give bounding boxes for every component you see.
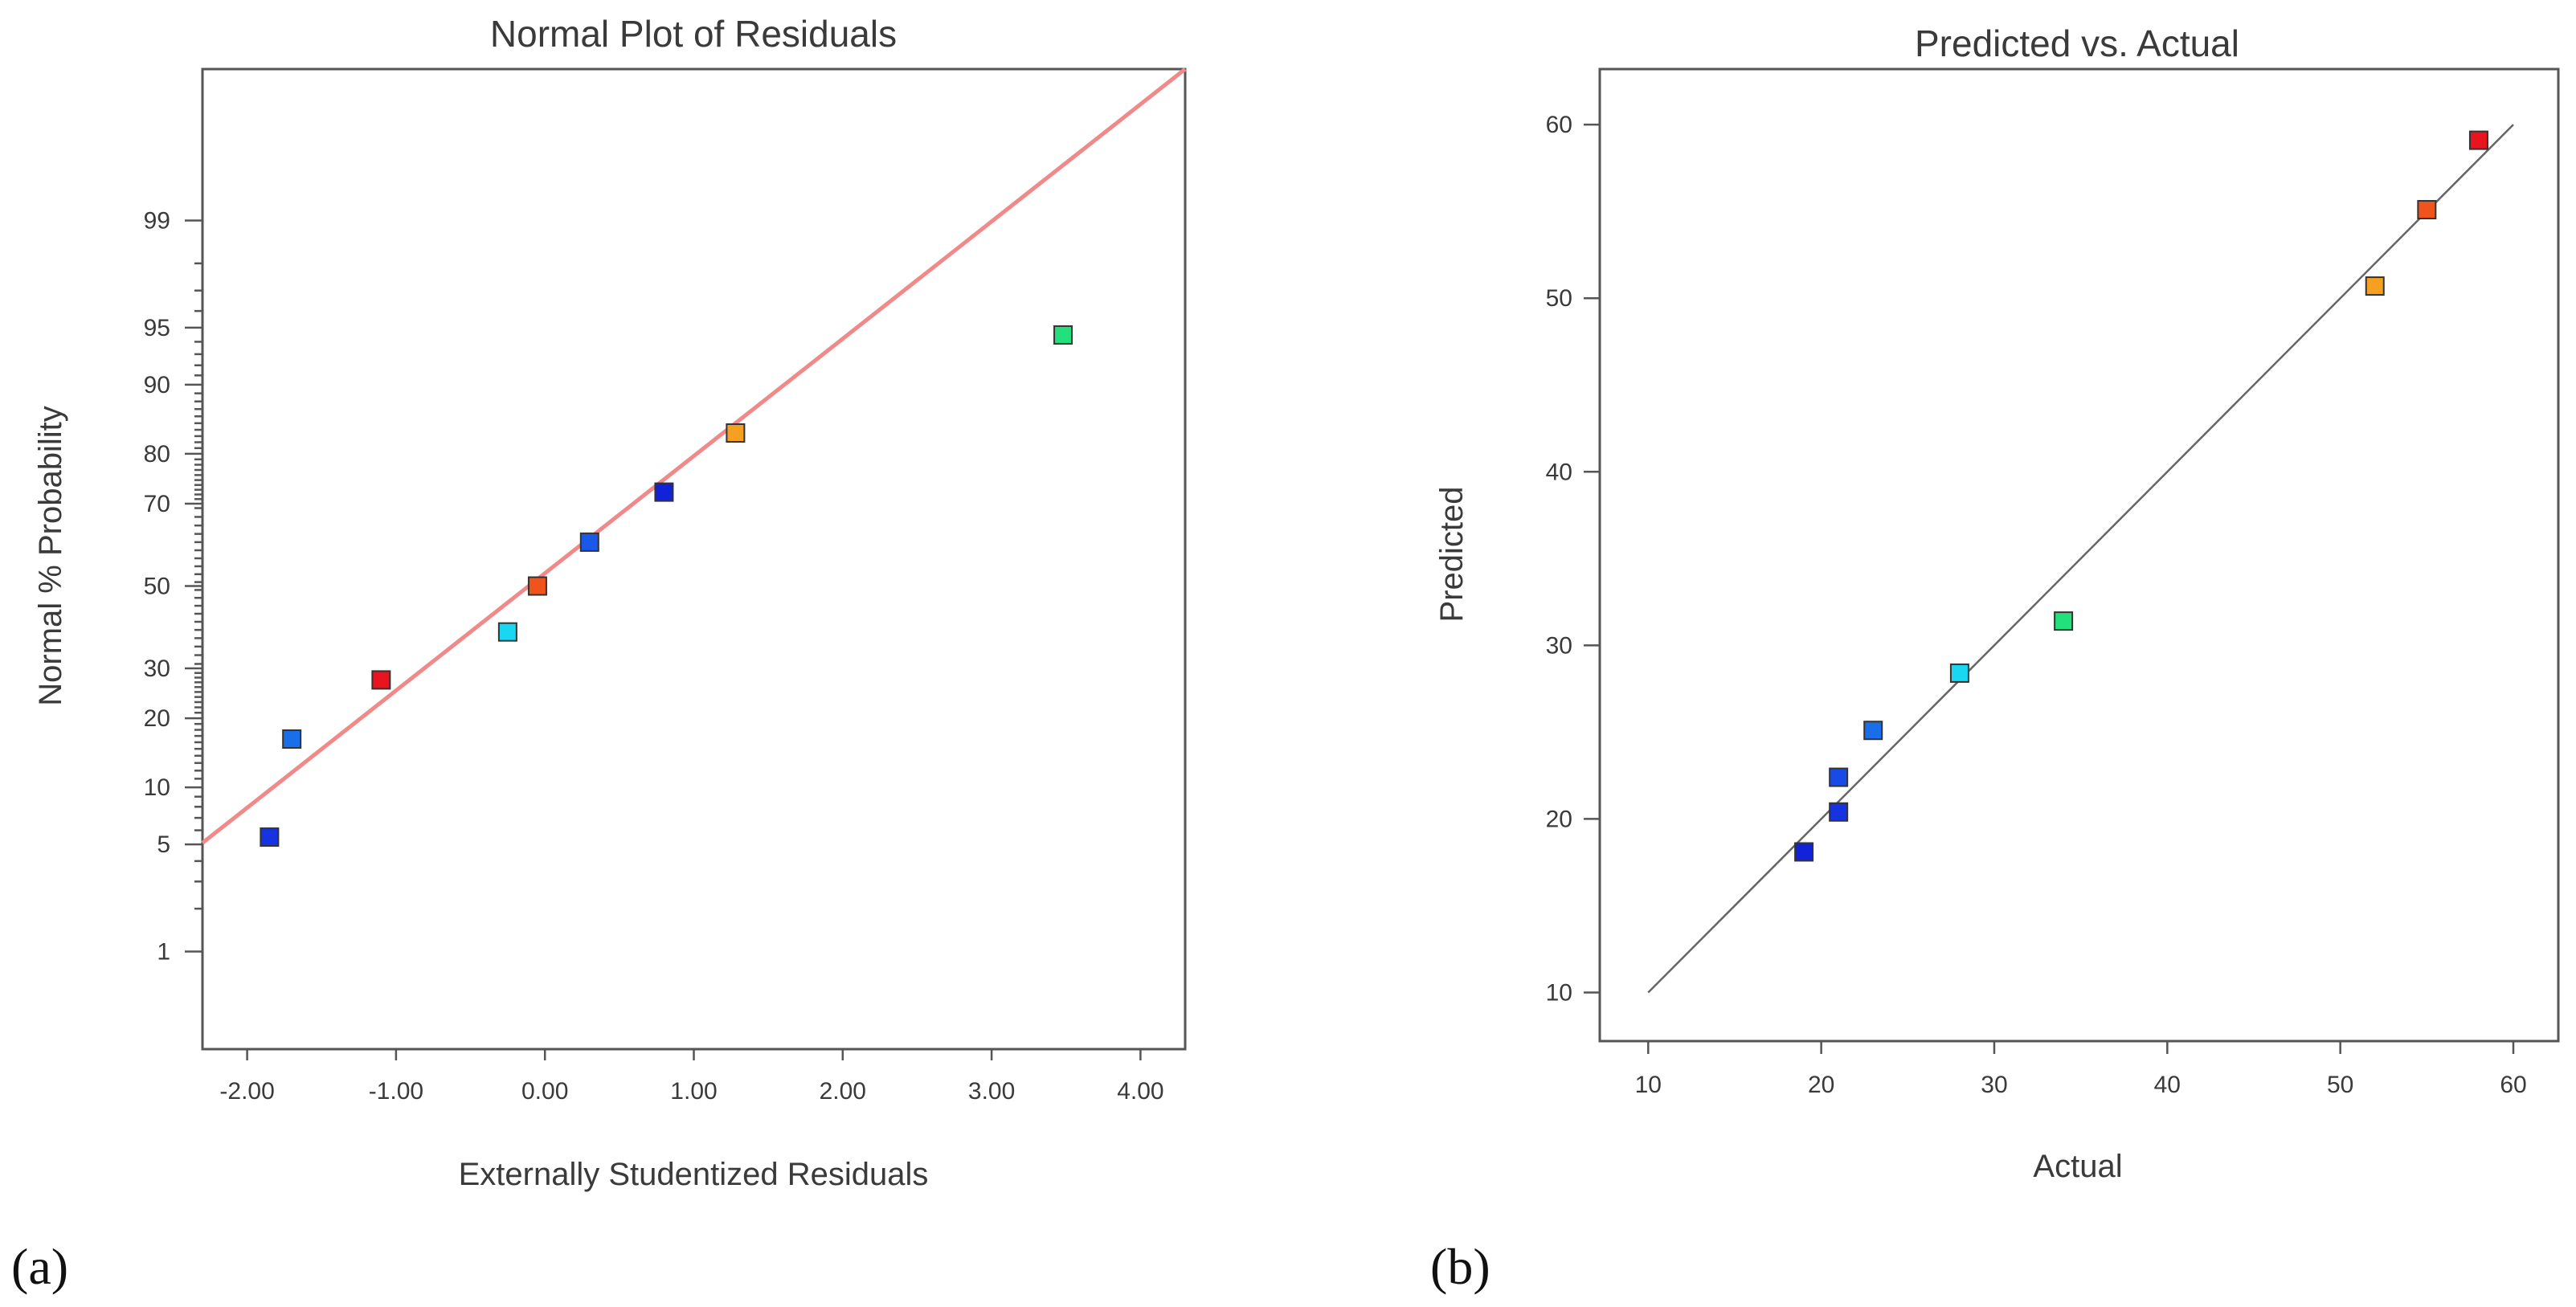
chart-a-x-tick-label: 1.00 — [670, 1078, 717, 1105]
chart-b: Predicted vs. Actual Actual Predicted 10… — [1430, 22, 2560, 1295]
chart-b-x-tick-label: 50 — [2327, 1072, 2353, 1098]
chart-a-reference-line-group — [201, 67, 1187, 845]
chart-a: Normal Plot of Residuals Externally Stud… — [11, 13, 1187, 1295]
chart-b-point — [2365, 276, 2385, 296]
chart-b-y-axis-label: Predicted — [1434, 487, 1470, 623]
chart-a-point — [1053, 325, 1073, 345]
chart-a-x-tick-label: 2.00 — [820, 1078, 866, 1105]
chart-a-x-axis-label: Externally Studentized Residuals — [459, 1157, 929, 1192]
chart-b-point — [1794, 842, 1814, 862]
chart-a-point — [260, 827, 280, 848]
chart-b-plot-frame — [1598, 67, 2560, 1043]
chart-a-y-tick-label: 5 — [157, 831, 170, 858]
chart-b-point — [1949, 663, 1969, 683]
chart-a-point — [282, 729, 302, 749]
chart-a-y-tick-label: 99 — [144, 208, 170, 235]
chart-a-point — [527, 576, 547, 596]
chart-a-y-tick-label: 10 — [144, 774, 170, 801]
panel-label-b: (b) — [1430, 1238, 1490, 1295]
chart-b-point — [1863, 721, 1883, 741]
chart-a-y-tick-label: 50 — [144, 574, 170, 600]
chart-b-ticks: 10 20 30 40 50 60 10 20 30 40 50 60 — [1546, 112, 2527, 1098]
chart-a-y-tick-label: 95 — [144, 315, 170, 341]
chart-b-reference-line-group — [1647, 124, 2514, 994]
chart-b-y-tick-label: 40 — [1546, 459, 1572, 485]
chart-a-points — [260, 325, 1073, 848]
chart-a-point — [579, 532, 599, 552]
chart-a-point — [371, 670, 391, 690]
chart-a-y-tick-label: 90 — [144, 372, 170, 398]
chart-b-point — [2468, 130, 2488, 150]
chart-a-x-tick-label: 4.00 — [1117, 1078, 1163, 1105]
chart-b-y-tick-label: 10 — [1546, 980, 1572, 1007]
chart-b-x-tick-label: 30 — [1981, 1072, 2007, 1098]
chart-b-point — [2417, 200, 2437, 220]
chart-a-y-tick-label: 70 — [144, 491, 170, 517]
chart-b-y-tick-label: 20 — [1546, 806, 1572, 832]
panel-label-a: (a) — [11, 1238, 68, 1295]
chart-a-y-axis-label: Normal % Probability — [33, 406, 68, 705]
chart-a-x-tick-label: -2.00 — [219, 1078, 274, 1105]
chart-b-x-tick-label: 20 — [1808, 1072, 1834, 1098]
chart-a-title: Normal Plot of Residuals — [490, 13, 897, 55]
chart-b-y-tick-label: 30 — [1546, 632, 1572, 659]
chart-b-point — [1829, 802, 1849, 822]
chart-a-y-tick-label: 1 — [157, 938, 170, 965]
chart-b-y-tick-label: 50 — [1546, 285, 1572, 312]
chart-a-y-tick-label: 20 — [144, 705, 170, 732]
chart-a-point — [654, 482, 674, 502]
chart-b-x-tick-label: 40 — [2154, 1072, 2181, 1098]
chart-b-x-tick-label: 60 — [2500, 1072, 2526, 1098]
chart-a-y-tick-label: 80 — [144, 441, 170, 468]
chart-b-reference-line — [1647, 124, 2514, 994]
chart-a-reference-line — [201, 67, 1187, 845]
chart-a-x-tick-label: -1.00 — [369, 1078, 423, 1105]
chart-b-x-tick-label: 10 — [1635, 1072, 1662, 1098]
chart-a-y-tick-label: 30 — [144, 656, 170, 682]
chart-b-title: Predicted vs. Actual — [1915, 22, 2239, 64]
chart-b-points — [1794, 130, 2488, 862]
chart-a-x-tick-label: 3.00 — [968, 1078, 1015, 1105]
chart-a-x-tick-label: 0.00 — [521, 1078, 568, 1105]
chart-a-point — [726, 423, 746, 443]
chart-a-point — [497, 622, 517, 642]
chart-a-ticks: 1 5 10 20 30 50 70 80 90 95 99 -2.00 -1.00 0.00 1.00 2.… — [144, 208, 1164, 1105]
chart-a-plot-frame — [201, 67, 1187, 1051]
chart-b-point — [1829, 767, 1849, 787]
chart-b-y-tick-label: 60 — [1546, 112, 1572, 138]
chart-b-x-axis-label: Actual — [2033, 1149, 2122, 1184]
chart-b-point — [2054, 611, 2074, 631]
